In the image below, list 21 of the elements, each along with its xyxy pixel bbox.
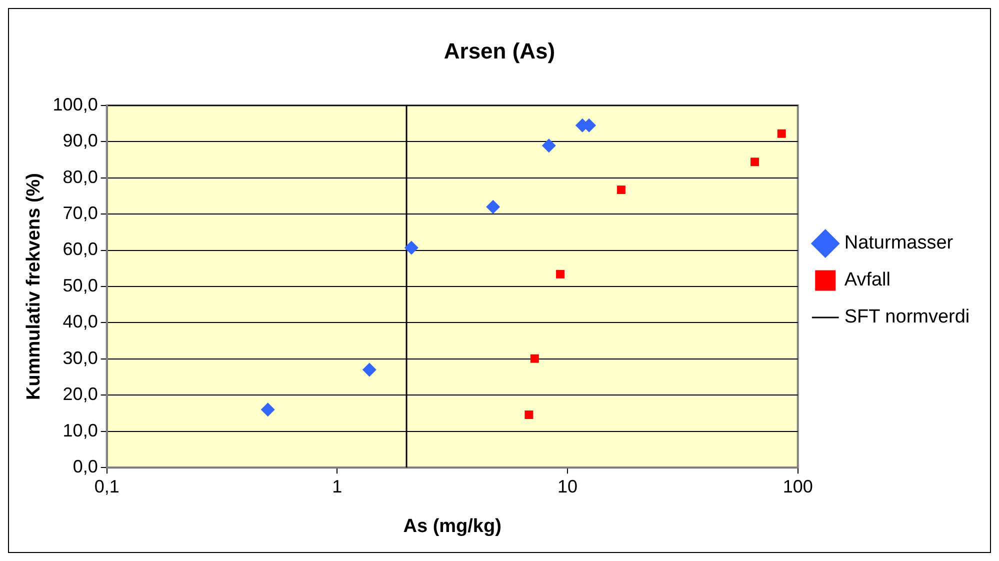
x-axis-title: As (mg/kg)	[403, 516, 502, 537]
legend-label: SFT normverdi	[844, 306, 970, 328]
y-tick-label: 40,0	[62, 312, 98, 332]
y-tick-label: 10,0	[62, 420, 98, 440]
x-tick-label: 100	[782, 476, 813, 496]
legend-label: Naturmasser	[844, 232, 954, 254]
y-tick-label: 20,0	[62, 384, 98, 404]
x-tick-label: 1	[332, 476, 342, 496]
y-tick-label: 70,0	[62, 203, 98, 224]
y-tick-label: 80,0	[62, 166, 98, 187]
chart-title: Arsen (As)	[444, 38, 556, 64]
y-tick-label: 30,0	[62, 348, 98, 368]
y-tick-label: 90,0	[62, 130, 98, 151]
y-tick-label: 50,0	[62, 275, 98, 296]
y-tick-label: 60,0	[62, 239, 98, 260]
legend-label: Avfall	[844, 270, 890, 291]
y-axis-title: Kummulativ frekvens (%)	[24, 172, 45, 400]
x-tick-label: 10	[558, 476, 578, 496]
y-tick-label: 100,0	[52, 94, 98, 114]
y-tick-label: 0,0	[72, 456, 98, 477]
x-tick-label: 0,1	[94, 476, 120, 496]
